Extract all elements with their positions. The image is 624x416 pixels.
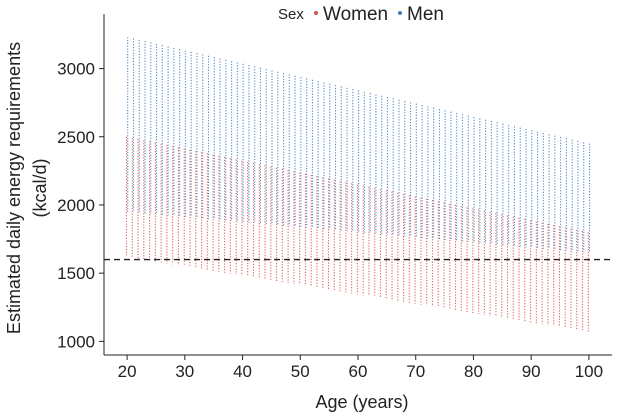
x-axis-title: Age (years): [315, 392, 408, 412]
x-tick-label: 20: [118, 362, 137, 381]
x-tick-label: 40: [233, 362, 252, 381]
y-tick-label: 1500: [57, 264, 95, 283]
x-tick-label: 50: [291, 362, 310, 381]
y-tick-label: 1000: [57, 332, 95, 351]
legend-swatch-men: [398, 11, 402, 15]
y-tick-label: 3000: [57, 60, 95, 79]
y-axis-title-line-2: (kcal/d): [30, 158, 50, 217]
x-tick-label: 60: [349, 362, 368, 381]
legend-label-men: Men: [407, 4, 444, 25]
legend-title: Sex: [278, 6, 304, 23]
x-tick-label: 70: [406, 362, 425, 381]
x-tick-label: 100: [575, 362, 603, 381]
y-tick-label: 2500: [57, 128, 95, 147]
legend: Sex Women Men: [278, 4, 444, 25]
x-tick-label: 90: [522, 362, 541, 381]
x-tick-label: 80: [464, 362, 483, 381]
y-axis-title-line-1: Estimated daily energy requirements: [4, 42, 24, 334]
x-tick-label: 30: [175, 362, 194, 381]
legend-label-women: Women: [323, 4, 388, 25]
plot-area: 1000 1500 2000 2500 3000 20 30 40 50 60 70 80 90 100: [57, 14, 612, 381]
y-tick-label: 2000: [57, 196, 95, 215]
legend-swatch-women: [314, 11, 318, 15]
